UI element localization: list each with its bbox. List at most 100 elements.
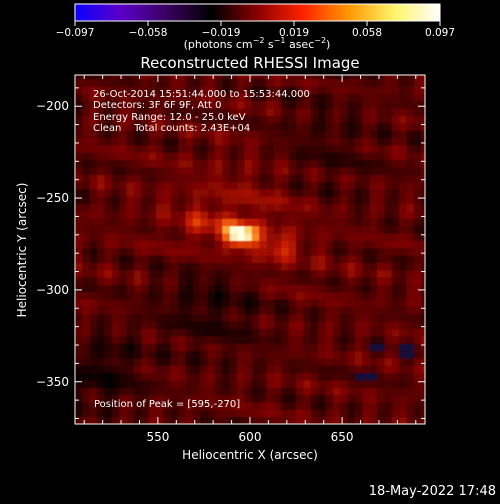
heatmap-cell <box>347 284 356 293</box>
heatmap-cell <box>119 152 128 161</box>
heatmap-cell <box>384 75 393 80</box>
heatmap-cell <box>178 210 187 219</box>
heatmap-cell <box>355 372 363 381</box>
heatmap-cell <box>413 299 422 308</box>
heatmap-cell <box>288 152 297 161</box>
heatmap-cell <box>229 306 238 315</box>
heatmap-cell <box>192 335 201 344</box>
heatmap-cell <box>340 181 349 190</box>
heatmap-cell <box>369 174 378 183</box>
heatmap-cell <box>369 181 378 190</box>
heatmap-cell <box>75 152 83 161</box>
heatmap-cell <box>244 232 253 241</box>
heatmap-cell <box>104 277 113 285</box>
heatmap-cell <box>259 166 268 175</box>
heatmap-cell <box>288 144 297 153</box>
heatmap-cell <box>222 115 231 124</box>
heatmap-cell <box>141 335 150 344</box>
heatmap-cell <box>133 159 142 168</box>
heatmap-cell <box>325 159 334 168</box>
heatmap-cell <box>273 335 282 344</box>
heatmap-cell <box>215 174 223 183</box>
heatmap-cell <box>222 372 231 381</box>
heatmap-cell <box>406 328 415 337</box>
heatmap-cell <box>399 78 408 87</box>
heatmap-cell <box>413 394 422 403</box>
heatmap-cell <box>377 218 386 227</box>
heatmap-cell <box>133 210 142 219</box>
heatmap-cell <box>178 196 187 205</box>
heatmap-cell <box>126 409 135 418</box>
heatmap-cell <box>391 343 400 352</box>
heatmap-cell <box>303 357 312 366</box>
heatmap-cell <box>156 159 165 168</box>
heatmap-cell <box>97 100 106 109</box>
heatmap-cell <box>355 387 363 396</box>
heatmap-cell <box>229 108 238 117</box>
heatmap-cell <box>133 75 142 80</box>
heatmap-cell <box>89 365 98 374</box>
heatmap-cell <box>340 196 349 205</box>
heatmap-cell <box>119 262 128 271</box>
heatmap-cell <box>384 343 393 352</box>
heatmap-cell <box>288 313 297 322</box>
heatmap-cell <box>406 203 415 212</box>
heatmap-cell <box>244 387 253 396</box>
heatmap-cell <box>369 365 378 374</box>
heatmap-cell <box>281 335 290 344</box>
heatmap-cell <box>133 196 142 205</box>
heatmap-cell <box>207 166 216 175</box>
heatmap-cell <box>266 218 275 227</box>
heatmap-cell <box>421 284 425 293</box>
heatmap-cell <box>89 218 98 227</box>
heatmap-cell <box>347 86 356 94</box>
heatmap-cell <box>215 328 223 337</box>
heatmap-cell <box>229 372 238 381</box>
heatmap-cell <box>406 75 415 80</box>
heatmap-cell <box>318 86 327 94</box>
heatmap-cell <box>296 394 305 403</box>
heatmap-cell <box>340 269 349 278</box>
heatmap-cell <box>355 277 363 285</box>
heatmap-cell <box>288 232 297 241</box>
heatmap-cell <box>244 269 253 278</box>
heatmap-cell <box>355 255 363 263</box>
heatmap-cell <box>318 343 327 352</box>
heatmap-cell <box>200 108 209 117</box>
heatmap-cell <box>288 357 297 366</box>
heatmap-cell <box>89 210 98 219</box>
heatmap-cell <box>185 218 194 227</box>
heatmap-cell <box>244 284 253 293</box>
heatmap-cell <box>340 122 349 131</box>
heatmap-cell <box>310 93 319 102</box>
heatmap-cell <box>399 93 408 102</box>
heatmap-cell <box>266 174 275 183</box>
heatmap-cell <box>229 232 238 241</box>
heatmap-cell <box>111 291 120 300</box>
heatmap-cell <box>296 152 305 161</box>
heatmap-cell <box>332 181 341 190</box>
heatmap-cell <box>399 335 408 344</box>
heatmap-cell <box>318 291 327 300</box>
heatmap-cell <box>104 343 113 352</box>
heatmap-cell <box>259 357 268 366</box>
heatmap-cell <box>310 115 319 124</box>
heatmap-cell <box>163 350 172 359</box>
heatmap-cell <box>111 343 120 352</box>
heatmap-cell <box>318 152 327 161</box>
heatmap-cell <box>133 269 142 278</box>
heatmap-cell <box>207 115 216 124</box>
heatmap-cell <box>229 343 238 352</box>
heatmap-cell <box>340 130 349 139</box>
heatmap-cell <box>89 108 98 117</box>
heatmap-cell <box>200 196 209 205</box>
heatmap-cell <box>82 328 91 337</box>
heatmap-cell <box>237 218 246 227</box>
heatmap-cell <box>126 394 135 403</box>
heatmap-cell <box>170 343 179 352</box>
heatmap-cell <box>421 350 425 359</box>
heatmap-cell <box>185 203 194 212</box>
heatmap-cell <box>244 181 253 190</box>
heatmap-cell <box>325 203 334 212</box>
heatmap-cell <box>362 357 371 366</box>
